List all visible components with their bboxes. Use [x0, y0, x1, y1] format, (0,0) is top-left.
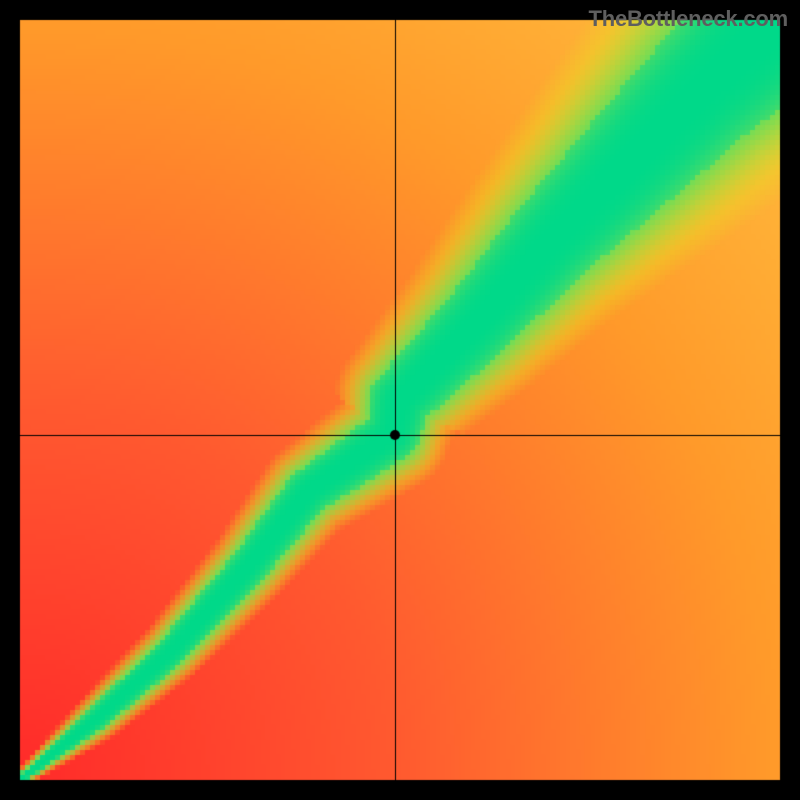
chart-container: TheBottleneck.com: [0, 0, 800, 800]
bottleneck-heatmap: [0, 0, 800, 800]
watermark-text: TheBottleneck.com: [588, 6, 788, 32]
